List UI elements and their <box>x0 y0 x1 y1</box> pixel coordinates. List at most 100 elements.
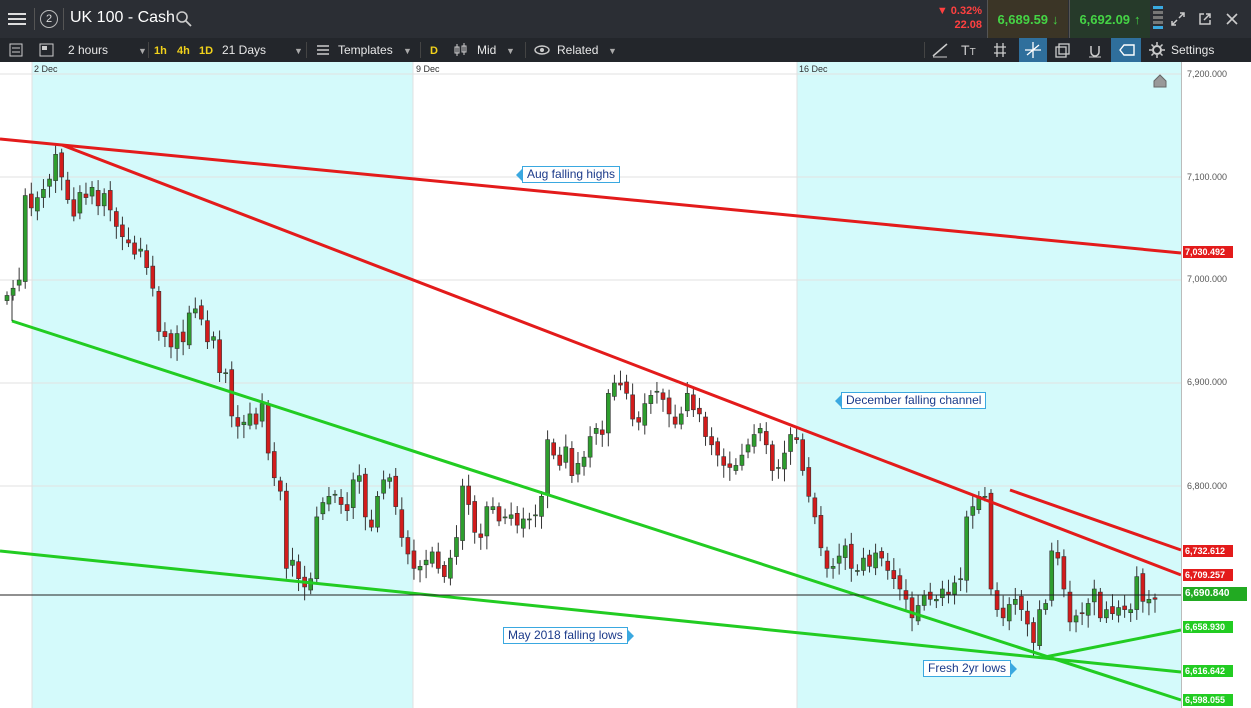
candle-body <box>952 582 957 595</box>
candle-body <box>867 554 872 567</box>
interval-select[interactable]: 2 hours <box>68 43 109 57</box>
candle-body <box>442 565 447 577</box>
sell-price-button[interactable]: 6,689.59 ↓ <box>987 0 1068 38</box>
grid-tool-icon[interactable] <box>992 38 1008 62</box>
layout-icon[interactable] <box>39 38 55 62</box>
price-type-caret-icon[interactable]: ▼ <box>506 46 515 56</box>
candle-body <box>59 152 64 178</box>
expand-icon[interactable] <box>1165 0 1191 38</box>
close-icon[interactable] <box>1219 0 1245 38</box>
price-tag-fresh-lows: 6,658.930 <box>1183 621 1233 633</box>
workspace-badge[interactable]: 2 <box>40 10 58 28</box>
candle-body <box>296 561 301 580</box>
d-chip-button[interactable]: D <box>430 45 438 57</box>
magnet-tool-icon[interactable] <box>1086 38 1104 62</box>
interval-caret-icon[interactable]: ▼ <box>138 46 147 56</box>
home-icon[interactable] <box>1153 74 1167 93</box>
chart-area[interactable] <box>0 62 1251 708</box>
candle-body <box>259 403 265 422</box>
candle-body <box>429 551 435 564</box>
candle-body <box>921 594 927 606</box>
settings-icon[interactable] <box>1149 38 1165 62</box>
range-caret-icon[interactable]: ▼ <box>294 46 303 56</box>
candle-body <box>338 497 344 505</box>
candle-body <box>1043 603 1048 610</box>
label-tool-icon[interactable] <box>1111 38 1141 62</box>
search-icon[interactable] <box>176 11 192 32</box>
candles-icon[interactable] <box>453 38 469 62</box>
quick-1h-button[interactable]: 1h <box>154 45 167 57</box>
settings-button[interactable]: Settings <box>1171 43 1215 57</box>
candle-body <box>1134 576 1140 610</box>
list-icon[interactable] <box>9 38 23 62</box>
candle-body <box>53 154 58 181</box>
candle-body <box>375 495 380 528</box>
popout-icon[interactable] <box>1192 0 1218 38</box>
candle-body <box>180 331 186 343</box>
quick-1d-button[interactable]: 1D <box>199 45 214 57</box>
price-tag-aug-highs: 7,030.492 <box>1183 246 1233 258</box>
candle-body <box>581 456 587 467</box>
candle-body <box>35 197 40 212</box>
annotation-may-2018-falling-lows[interactable]: May 2018 falling lows <box>503 627 634 644</box>
hamburger-menu-icon[interactable] <box>0 0 34 38</box>
candle-body <box>1067 591 1073 623</box>
candle-body <box>520 518 526 529</box>
instrument-title[interactable]: UK 100 - Cash <box>70 9 175 26</box>
copy-tool-icon[interactable] <box>1054 38 1072 62</box>
price-type-select[interactable]: Mid <box>477 43 497 57</box>
current-price-tag: 6,690.840 <box>1183 587 1247 601</box>
buy-price: 6,692.09 <box>1079 11 1131 27</box>
candle-body <box>107 190 113 211</box>
buy-price-button[interactable]: 6,692.09 ↑ <box>1069 0 1150 38</box>
templates-icon[interactable] <box>316 38 330 62</box>
annotation-december-falling-channel[interactable]: December falling channel <box>834 392 987 409</box>
eye-icon[interactable] <box>534 38 550 62</box>
trendline-tool-icon[interactable] <box>931 38 949 62</box>
templates-caret-icon[interactable]: ▼ <box>403 46 412 56</box>
range-select[interactable]: 21 Days <box>222 43 267 57</box>
candle-body <box>156 291 162 332</box>
quick-4h-button[interactable]: 4h <box>177 45 190 57</box>
candle-body <box>1146 598 1152 604</box>
candle-body <box>265 404 271 454</box>
candle-body <box>745 444 751 453</box>
candle-body <box>697 407 702 415</box>
chart-toolbar: 2 hours ▼ 1h 4h 1D 21 Days ▼ Templates ▼… <box>0 38 1251 62</box>
candle-body <box>77 192 83 214</box>
candle-body <box>1079 612 1085 615</box>
candle-body <box>855 570 860 572</box>
candle-body <box>144 250 150 268</box>
change-box: ▼ 0.32% 22.08 <box>924 0 986 38</box>
crosshair-tool-icon[interactable] <box>1019 38 1047 62</box>
candle-body <box>1049 550 1055 601</box>
price-tag-dec-lows: 6,598.055 <box>1183 694 1233 706</box>
december-channel-upper-line <box>61 143 1182 577</box>
candle-body <box>356 475 362 482</box>
divider <box>148 42 149 58</box>
related-caret-icon[interactable]: ▼ <box>608 46 617 56</box>
depth-icon[interactable] <box>1152 4 1164 34</box>
candle-body <box>71 199 77 217</box>
annotation-fresh-2yr-lows[interactable]: Fresh 2yr lows <box>923 660 1018 677</box>
price-tag-channel-upper: 6,732.612 <box>1183 545 1233 557</box>
divider <box>420 42 421 58</box>
candle-body <box>763 431 769 446</box>
candle-body <box>235 417 241 427</box>
candle-body <box>508 514 514 519</box>
candle-body <box>848 543 854 569</box>
candle-body <box>247 413 253 426</box>
text-tool-icon[interactable]: TT <box>961 42 976 58</box>
candle-body <box>47 178 52 187</box>
annotation-aug-falling-highs[interactable]: Aug falling highs <box>515 166 621 183</box>
change-points: 22.08 <box>954 19 982 31</box>
candle-body <box>217 339 222 373</box>
candle-body <box>120 224 125 238</box>
templates-button[interactable]: Templates <box>338 43 393 57</box>
candle-body <box>10 287 16 296</box>
price-chart[interactable] <box>0 62 1251 708</box>
related-button[interactable]: Related <box>557 43 599 57</box>
candle-body <box>551 442 556 456</box>
candle-body <box>65 179 71 200</box>
candle-body <box>211 336 216 341</box>
